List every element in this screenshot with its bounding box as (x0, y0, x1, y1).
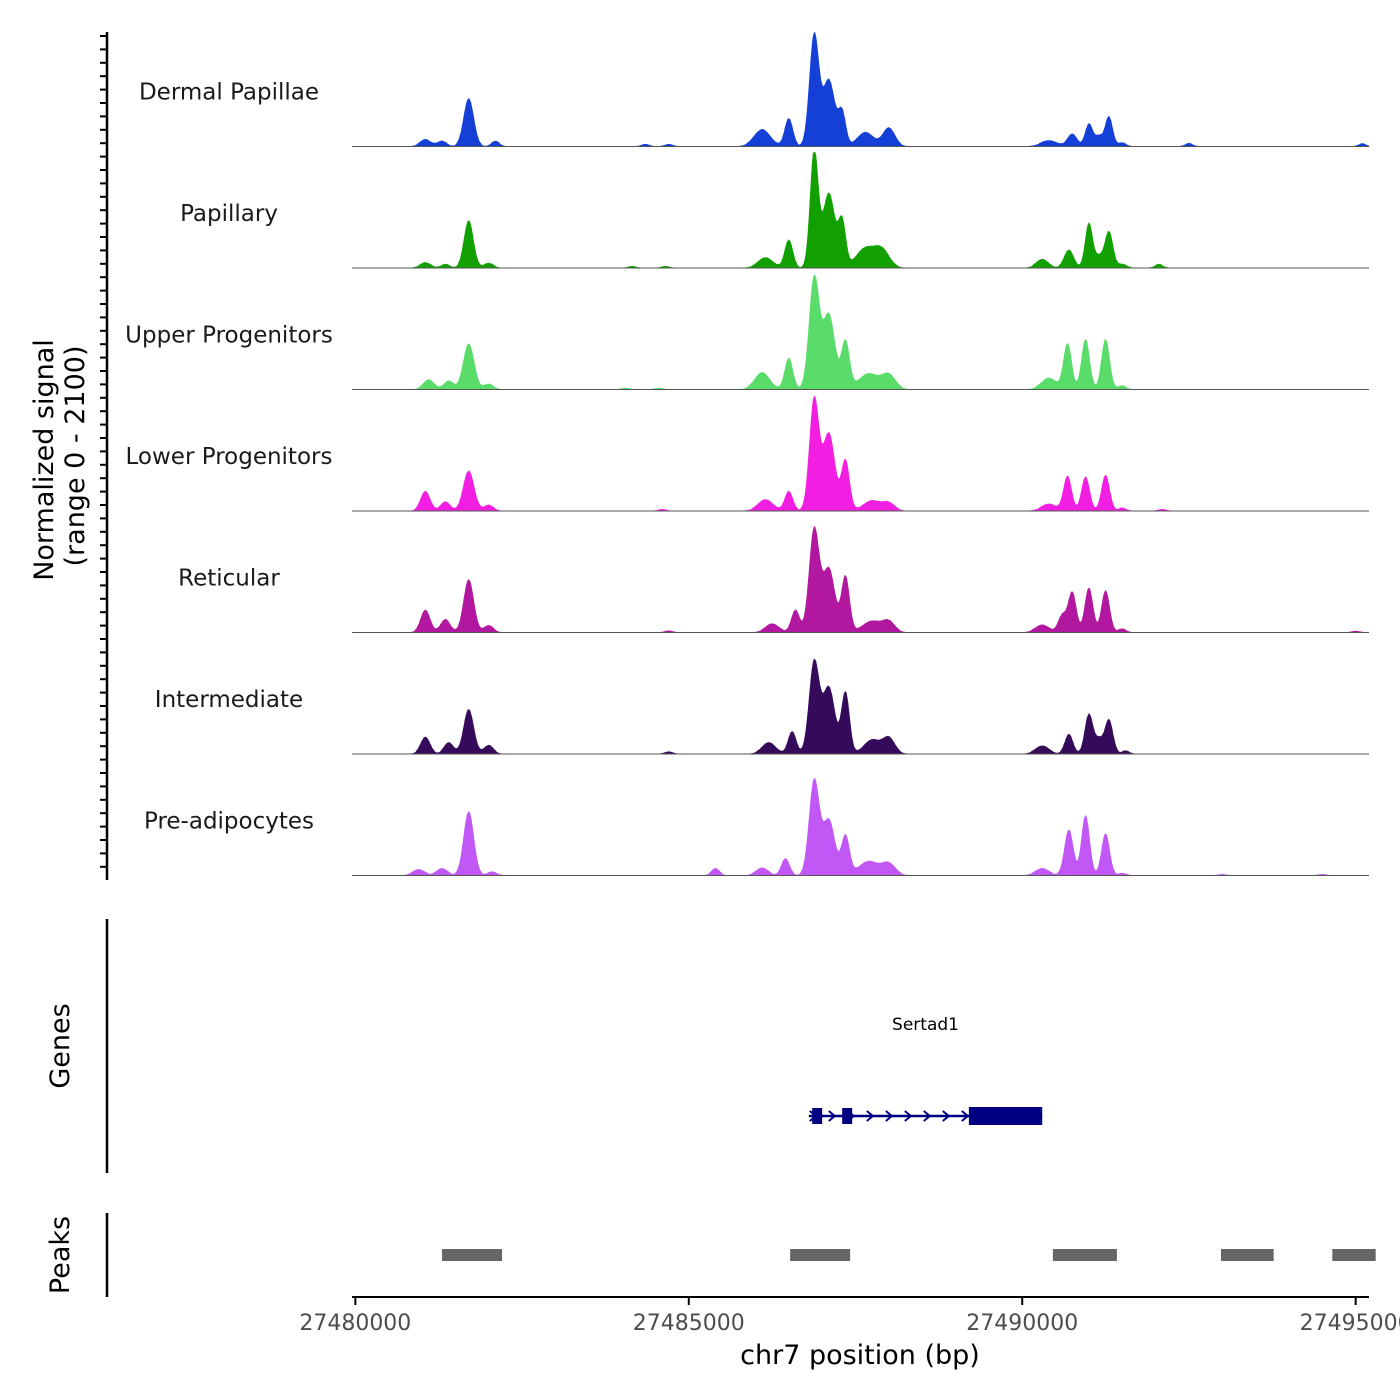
x-tick-label: 27485000 (633, 1311, 745, 1336)
peak-track-label: Peaks (45, 1216, 76, 1294)
signal-area (351, 395, 1370, 512)
track-label: Reticular (178, 566, 280, 592)
track-intermediate: Intermediate (155, 658, 1370, 755)
x-tick-label: 27480000 (299, 1311, 411, 1336)
track-label: Lower Progenitors (126, 444, 333, 470)
x-tick-label: 27495000 (1300, 1311, 1400, 1336)
signal-area (351, 778, 1370, 876)
signal-area (351, 32, 1370, 147)
peak-track (442, 1249, 1376, 1261)
signal-tracks: Dermal Papillae Papillary Upper Progenitor… (125, 32, 1370, 876)
strand-arrow (828, 1110, 837, 1122)
track-label: Upper Progenitors (125, 323, 333, 349)
track-pre-adipocytes: Pre-adipocytes (144, 778, 1370, 876)
gene-exon (812, 1108, 823, 1124)
strand-arrow (961, 1110, 970, 1122)
gene-sertad1: Sertad1 (808, 1015, 1043, 1125)
peak-region (1220, 1249, 1274, 1261)
peak-region (442, 1249, 503, 1261)
peak-region (790, 1249, 851, 1261)
x-tick-label: 27490000 (966, 1311, 1078, 1336)
track-dermal-papillae: Dermal Papillae (139, 32, 1370, 147)
peak-region (1332, 1249, 1376, 1261)
peak-region (1052, 1249, 1117, 1261)
gene-exon (842, 1108, 853, 1124)
strand-arrow (904, 1110, 913, 1122)
signal-area (351, 526, 1370, 633)
signal-area (351, 274, 1370, 390)
track-reticular: Reticular (178, 526, 1370, 633)
track-label: Dermal Papillae (139, 80, 319, 106)
strand-arrow (942, 1110, 951, 1122)
y-axis-label: Normalized signal (29, 339, 60, 581)
track-papillary: Papillary (180, 151, 1370, 269)
signal-area (351, 151, 1370, 269)
y-axis-range-label: (range 0 - 2100) (60, 346, 91, 567)
strand-arrow (866, 1110, 875, 1122)
signal-y-axis (100, 32, 109, 880)
strand-arrow (923, 1110, 932, 1122)
track-label: Papillary (180, 201, 278, 227)
gene-track: Sertad1 (808, 1015, 1043, 1125)
track-upper-progenitors: Upper Progenitors (125, 274, 1370, 390)
gene-track-label: Genes (45, 1003, 76, 1088)
x-axis-label: chr7 position (bp) (740, 1340, 980, 1371)
gene-exon (968, 1107, 1043, 1125)
track-lower-progenitors: Lower Progenitors (126, 395, 1370, 512)
strand-arrow (885, 1110, 894, 1122)
signal-area (351, 658, 1370, 755)
x-axis: 27480000 27485000 27490000 27495000 (299, 1297, 1400, 1336)
track-label: Intermediate (155, 687, 303, 713)
track-label: Pre-adipocytes (144, 809, 314, 835)
gene-label: Sertad1 (892, 1015, 959, 1035)
